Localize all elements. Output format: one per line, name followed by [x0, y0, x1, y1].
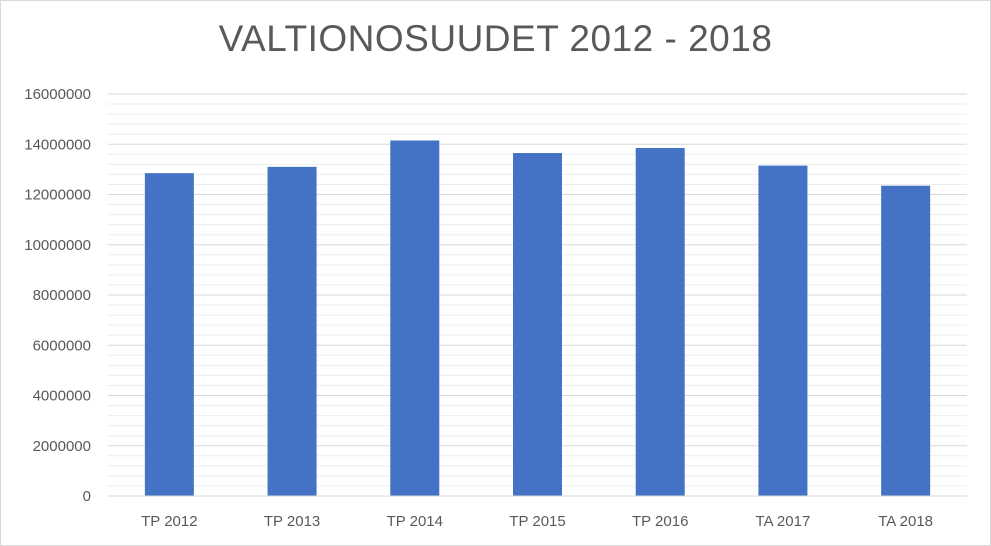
- y-tick-label: 14000000: [24, 136, 91, 153]
- x-category-label: TP 2013: [264, 513, 320, 530]
- y-tick-label: 16000000: [24, 86, 91, 103]
- x-category-label: TP 2014: [387, 513, 443, 530]
- bar: [881, 185, 931, 497]
- x-category-label: TA 2017: [756, 513, 811, 530]
- y-tick-label: 0: [83, 488, 91, 505]
- bar: [635, 148, 685, 497]
- y-tick-label: 12000000: [24, 187, 91, 204]
- bar: [513, 153, 562, 496]
- bar: [390, 140, 440, 496]
- bar: [267, 166, 317, 497]
- bar: [144, 173, 194, 497]
- y-tick-label: 4000000: [33, 388, 91, 405]
- x-category-label: TA 2018: [878, 513, 933, 530]
- y-tick-label: 8000000: [33, 287, 91, 304]
- bar: [758, 165, 808, 496]
- x-category-label: TP 2016: [632, 513, 688, 530]
- y-tick-label: 6000000: [33, 337, 91, 354]
- y-tick-label: 2000000: [33, 438, 91, 455]
- y-tick-label: 10000000: [24, 237, 91, 254]
- x-category-label: TP 2012: [141, 513, 197, 530]
- x-category-label: TP 2015: [509, 513, 565, 530]
- chart-title: VALTIONOSUUDET 2012 - 2018: [218, 18, 773, 59]
